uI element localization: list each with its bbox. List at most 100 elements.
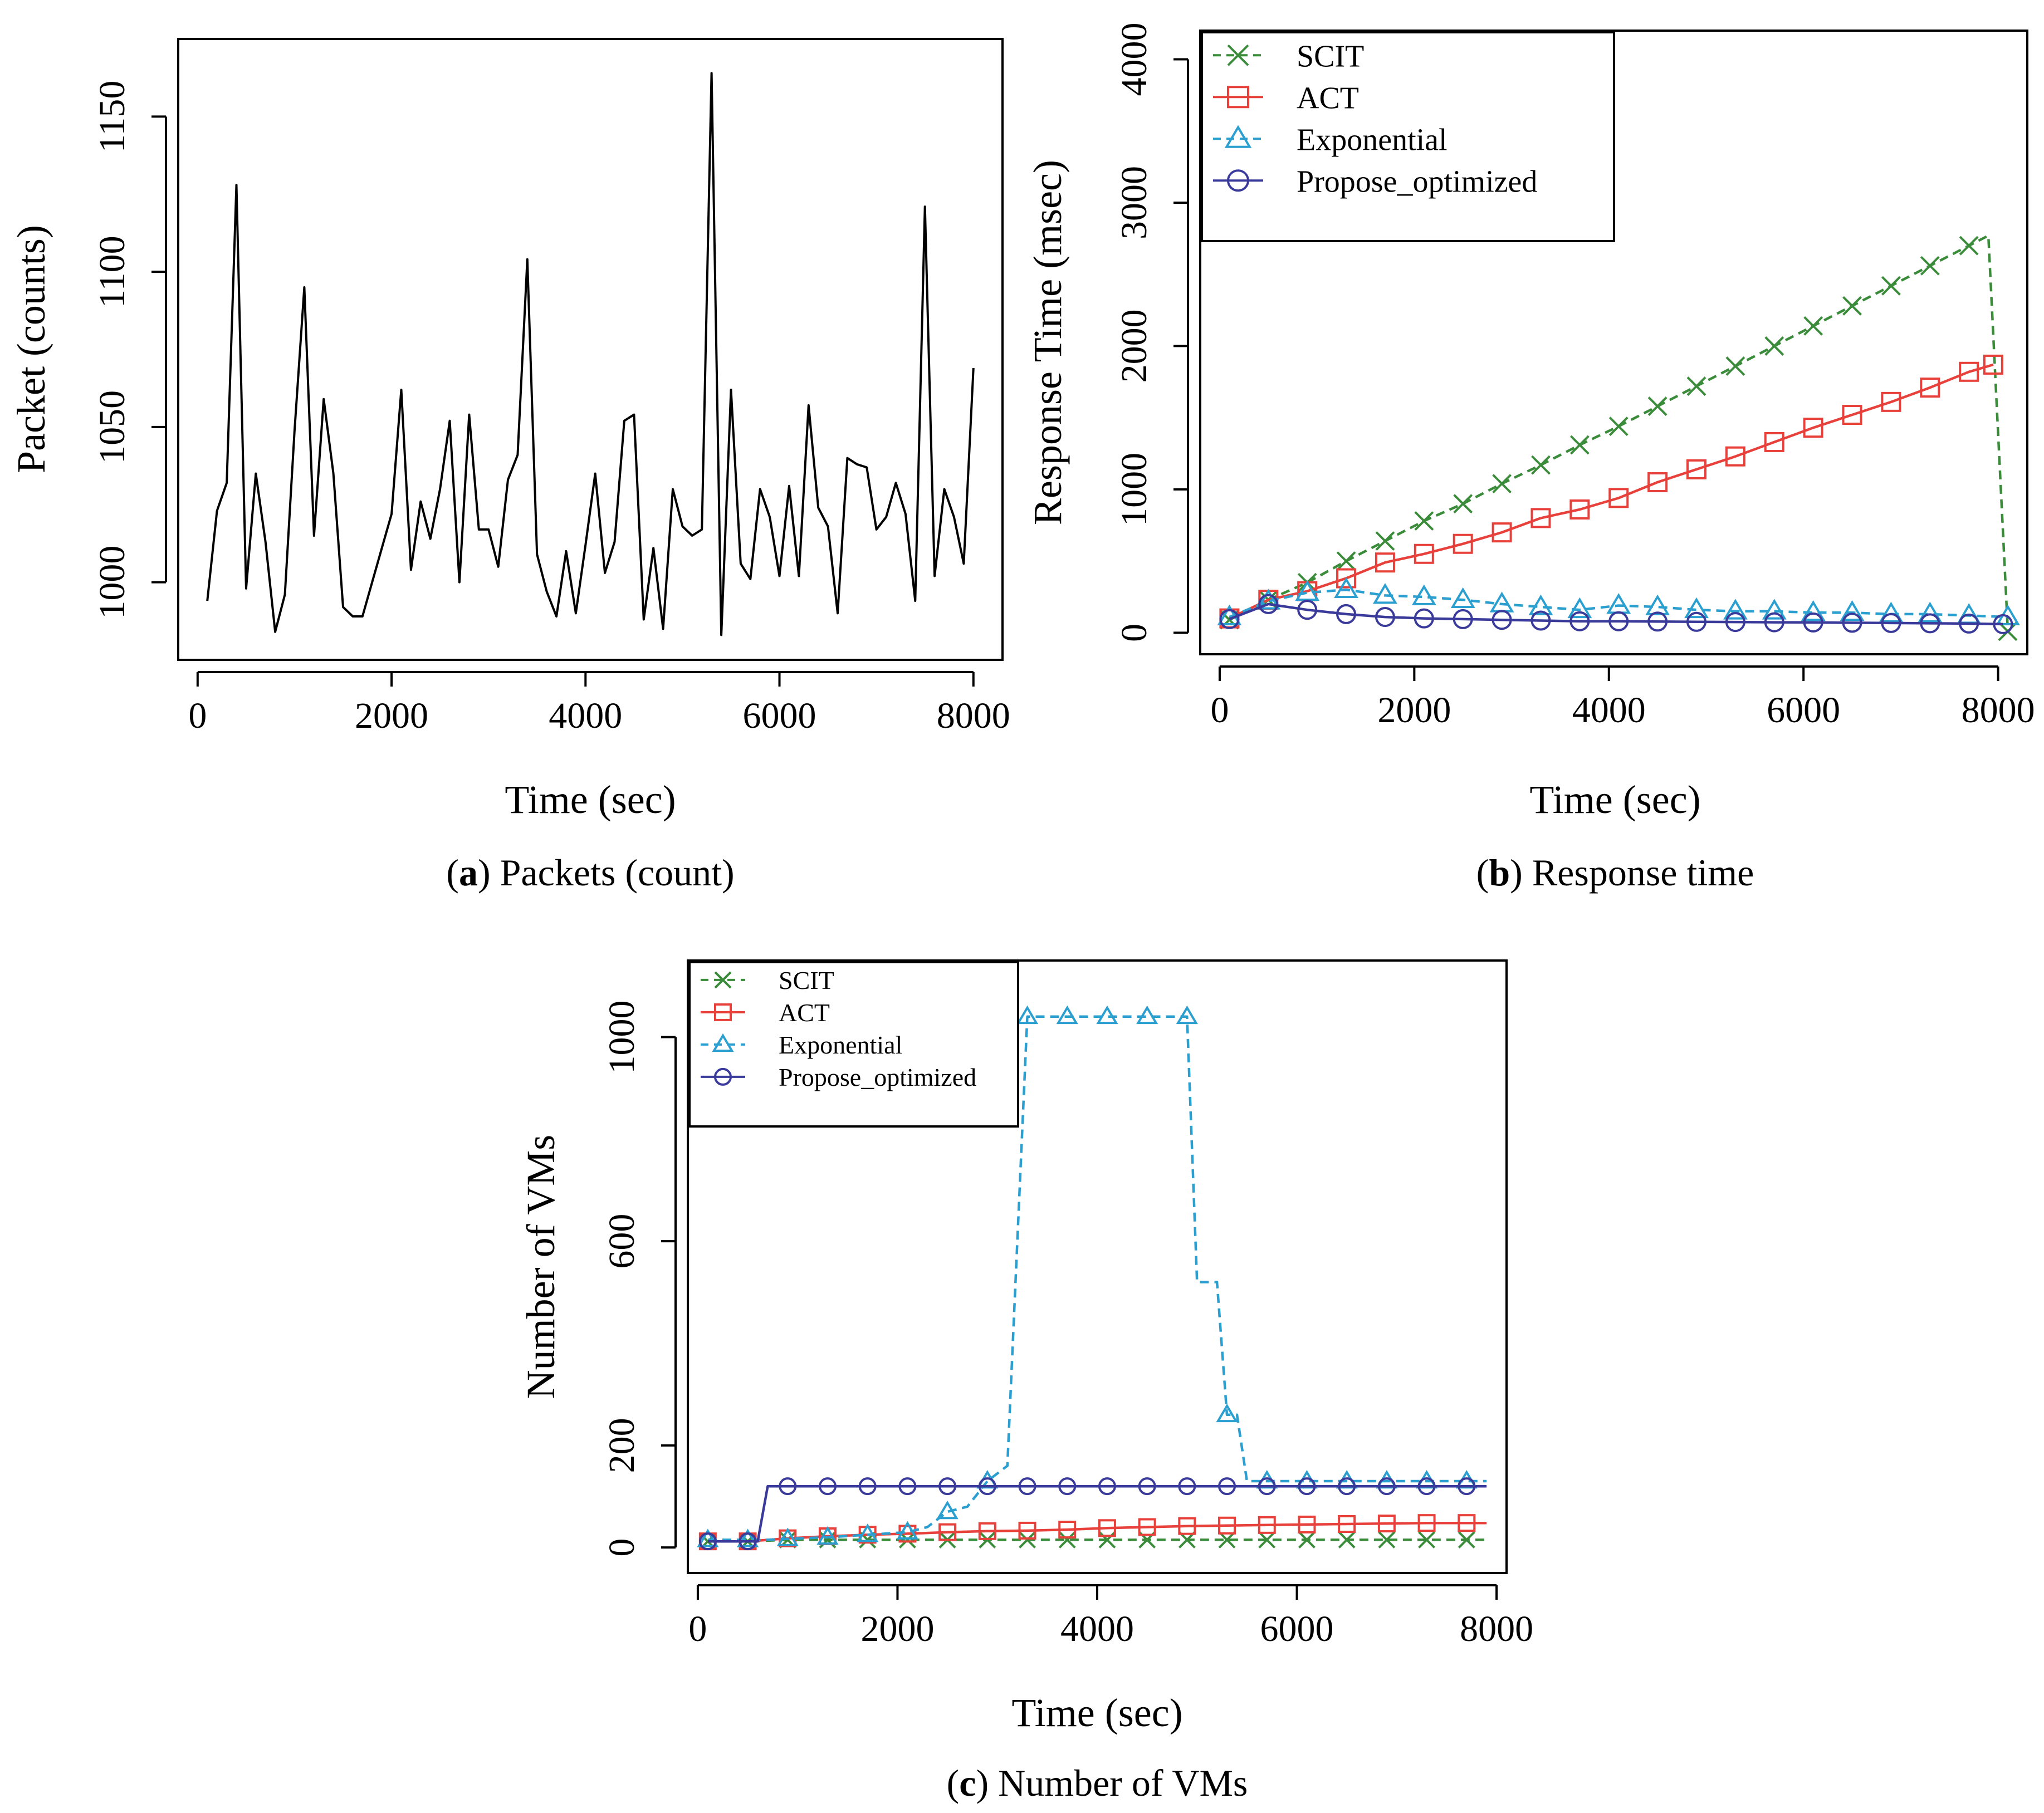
data-point-marker xyxy=(858,1477,877,1496)
data-point-marker xyxy=(1453,609,1473,629)
legend-swatch-marker xyxy=(712,1033,734,1052)
data-point-marker xyxy=(816,1526,839,1545)
data-point-marker xyxy=(1453,494,1473,514)
legend-box xyxy=(1201,31,1615,242)
legend-swatch-marker xyxy=(1227,86,1249,109)
legend-label: SCIT xyxy=(779,966,834,994)
y-tick-label: 2000 xyxy=(1114,309,1155,383)
data-point-marker xyxy=(1218,1531,1236,1549)
panel-a-packets-chart: 0 2000 4000 6000 8000 1000 1050 1100 1150 Time … xyxy=(9,38,1010,894)
data-point-marker xyxy=(1098,1531,1116,1549)
data-point-marker xyxy=(1686,376,1706,396)
x-tick-label: 0 xyxy=(188,695,207,736)
data-point-marker xyxy=(1096,1005,1118,1025)
data-point-marker xyxy=(1993,614,2013,634)
data-point-marker xyxy=(1219,609,1240,629)
series-line xyxy=(707,1538,1487,1543)
data-point-marker xyxy=(1414,543,1434,564)
panel-a-plot-frame xyxy=(177,38,1004,661)
data-point-marker xyxy=(1879,601,1904,623)
series-exponential xyxy=(1217,577,2020,625)
legend-label: ACT xyxy=(779,998,830,1027)
data-point-marker xyxy=(1373,583,1397,604)
data-point-marker xyxy=(1411,584,1436,605)
data-point-marker xyxy=(1842,612,1862,633)
data-point-marker xyxy=(1258,594,1279,614)
data-point-marker xyxy=(1138,1518,1156,1536)
panel-b-y-axis: 0 1000 2000 3000 4000 xyxy=(1114,22,1189,642)
panel-c-y-axis-label: Number of VMs xyxy=(519,1135,563,1399)
data-point-marker xyxy=(1881,612,1901,633)
data-point-marker xyxy=(1058,1477,1077,1496)
data-point-marker xyxy=(1645,594,1670,615)
y-tick-label: 1000 xyxy=(602,1001,642,1074)
x-tick-label: 6000 xyxy=(1767,690,1840,731)
data-point-marker xyxy=(857,1523,879,1542)
data-point-marker xyxy=(1686,459,1706,479)
data-point-marker xyxy=(1842,405,1862,425)
panel-a-caption: (a) Packets (count) xyxy=(446,851,734,894)
data-point-marker xyxy=(1417,1514,1436,1532)
data-point-marker xyxy=(1378,1531,1396,1549)
data-point-marker xyxy=(1458,1514,1476,1532)
series-scit xyxy=(699,1531,1487,1550)
data-point-marker xyxy=(1725,356,1745,376)
data-point-marker xyxy=(1217,604,1242,625)
panel-b-plot-frame xyxy=(1199,30,2028,655)
data-point-marker xyxy=(1881,391,1901,412)
panel-a-x-axis-label: Time (sec) xyxy=(505,777,676,822)
series-line xyxy=(707,1015,1487,1541)
data-point-marker xyxy=(1178,1477,1196,1496)
panel-a-x-axis: 0 2000 4000 6000 8000 xyxy=(188,671,1010,736)
y-tick-label: 0 xyxy=(602,1538,642,1557)
data-point-marker xyxy=(1530,508,1551,528)
data-point-marker xyxy=(1336,568,1357,589)
data-point-marker xyxy=(1762,599,1787,620)
data-point-marker xyxy=(1458,1531,1475,1549)
panel-c-series-layer xyxy=(697,1005,1487,1551)
series-line xyxy=(707,1484,1487,1543)
data-point-marker xyxy=(1528,594,1553,615)
data-point-marker xyxy=(1178,1517,1196,1535)
data-point-marker xyxy=(1959,361,1979,382)
panel-c-x-axis-label: Time (sec) xyxy=(1011,1690,1182,1735)
data-point-marker xyxy=(1218,1477,1236,1496)
data-point-marker xyxy=(1725,446,1745,467)
data-point-marker xyxy=(1258,1516,1276,1534)
y-tick-label: 1050 xyxy=(92,390,133,464)
series-propose-optimized xyxy=(698,1477,1487,1551)
data-point-marker xyxy=(776,1527,799,1546)
x-tick-label: 2000 xyxy=(860,1609,934,1649)
data-point-marker xyxy=(1764,336,1784,356)
panel-b-caption: (b) Response time xyxy=(1476,851,1754,894)
x-tick-label: 4000 xyxy=(1572,690,1646,731)
panel-c-number-of-vms-chart: 0 2000 4000 6000 8000 0 200 600 1000 SCIT ACT Exp… xyxy=(519,959,1533,1804)
x-tick-label: 0 xyxy=(688,1609,707,1649)
x-tick-label: 2000 xyxy=(1377,690,1451,731)
y-tick-label: 4000 xyxy=(1114,22,1155,96)
panel-a-caption-letter: a xyxy=(459,851,478,894)
data-point-marker xyxy=(1959,613,1979,634)
data-point-marker xyxy=(1417,1477,1436,1496)
data-point-marker xyxy=(1918,601,1943,623)
data-point-marker xyxy=(1569,435,1590,455)
data-point-marker xyxy=(1018,1521,1036,1540)
data-point-marker xyxy=(1338,1477,1356,1496)
data-point-marker xyxy=(1458,1477,1476,1496)
panel-a-y-axis-label: Packet (counts) xyxy=(9,225,53,473)
panel-b-caption-letter: b xyxy=(1489,851,1510,894)
legend-label: SCIT xyxy=(1297,39,1364,74)
data-point-marker xyxy=(1606,593,1631,614)
y-tick-label: 1100 xyxy=(92,236,133,308)
panel-c-caption-text: Number of VMs xyxy=(989,1762,1248,1804)
series-line xyxy=(206,72,975,636)
panel-b-x-axis-label: Time (sec) xyxy=(1529,777,1700,822)
y-tick-label: 1150 xyxy=(92,81,133,153)
y-tick-label: 0 xyxy=(1114,624,1155,642)
data-point-marker xyxy=(1138,1477,1156,1496)
data-point-marker xyxy=(1019,1531,1036,1549)
data-point-marker xyxy=(1842,296,1862,316)
series-act xyxy=(1219,354,2003,629)
legend-swatch-marker xyxy=(1227,169,1249,192)
